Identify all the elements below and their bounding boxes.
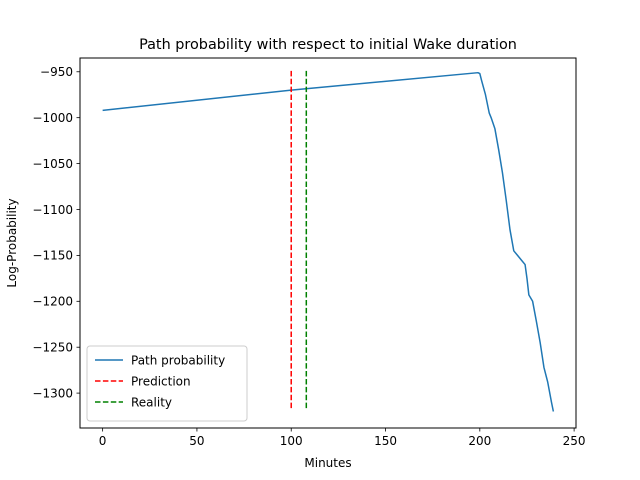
y-axis-ticks: −950 −1000 −1050 −1100 −1150 −1200 −1250 −1300: [32, 65, 80, 400]
y-tick-label: −1050: [32, 157, 73, 171]
y-tick-label: −1100: [32, 203, 73, 217]
x-tick-label: 50: [189, 434, 204, 448]
legend: Path probability Prediction Reality: [86, 345, 248, 422]
series-line-path-probability: [102, 71, 555, 412]
legend-label-prediction: Prediction: [131, 375, 191, 389]
x-tick-label: 250: [563, 434, 586, 448]
x-axis-label: Minutes: [304, 456, 351, 470]
y-tick-label: −1250: [32, 341, 73, 355]
legend-label-reality: Reality: [131, 396, 172, 410]
y-tick-label: −1300: [32, 386, 73, 400]
x-tick-label: 200: [468, 434, 491, 448]
x-axis-ticks: 0 50 100 150 200 250: [99, 428, 586, 448]
legend-label-path-probability: Path probability: [131, 354, 225, 368]
chart-title: Path probability with respect to initial…: [139, 37, 517, 53]
x-tick-label: 0: [99, 434, 107, 448]
y-tick-label: −1200: [32, 295, 73, 309]
y-axis-label: Log-Probability: [5, 198, 19, 287]
y-tick-label: −1150: [32, 249, 73, 263]
legend-box: [86, 345, 248, 422]
y-tick-label: −950: [40, 65, 73, 79]
x-tick-label: 100: [280, 434, 303, 448]
x-tick-label: 150: [374, 434, 397, 448]
y-tick-label: −1000: [32, 111, 73, 125]
series-layer: [102, 70, 555, 412]
plot-frame: [79, 57, 577, 429]
